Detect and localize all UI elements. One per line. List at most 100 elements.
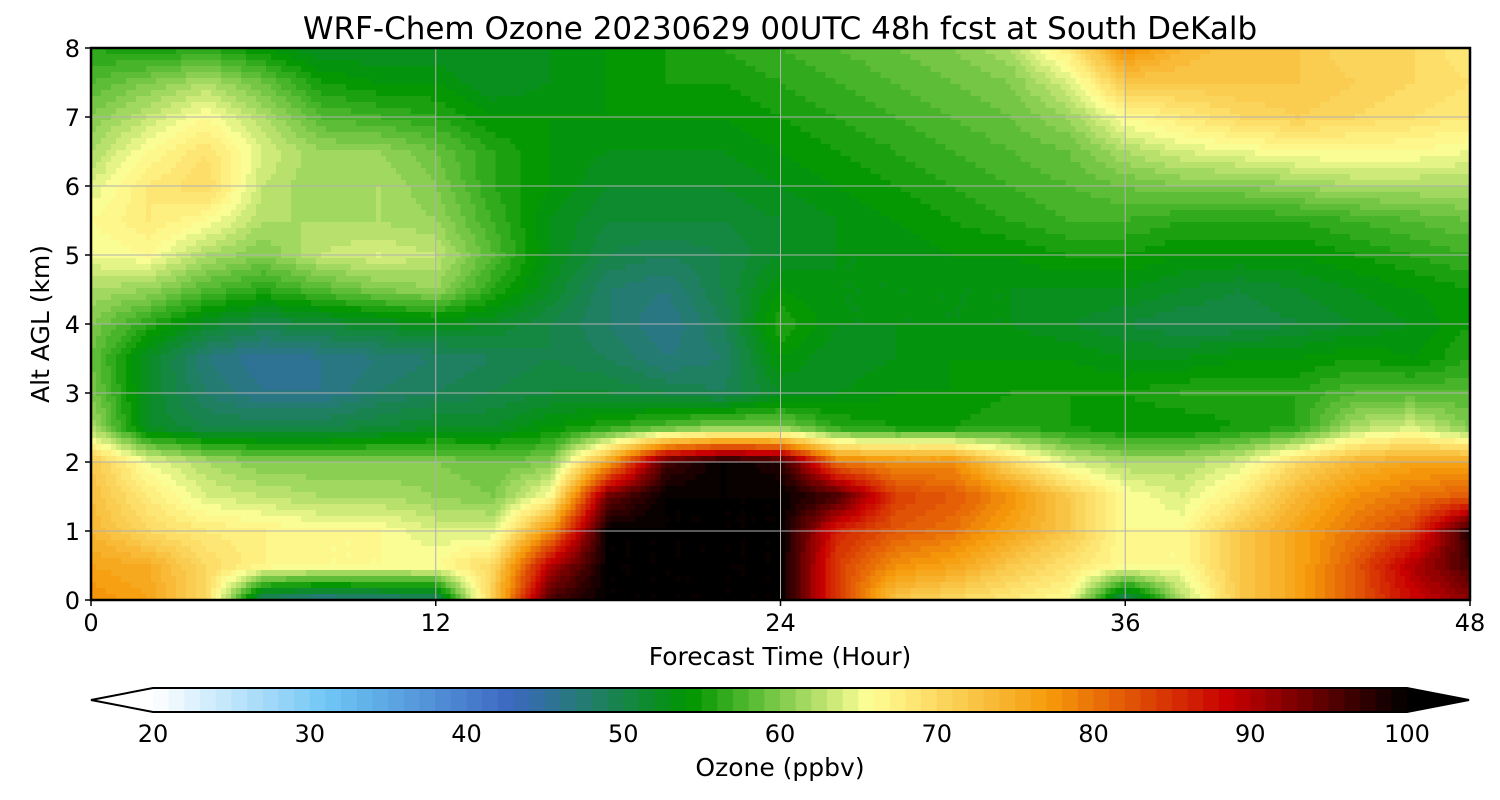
heatmap-cell: [561, 72, 567, 79]
heatmap-cell: [216, 66, 222, 73]
heatmap-cell: [1335, 66, 1341, 73]
heatmap-cell: [786, 60, 792, 67]
heatmap-cell: [1260, 54, 1266, 61]
heatmap-cell: [925, 60, 931, 67]
heatmap-cell: [1090, 54, 1096, 61]
heatmap-cell: [596, 60, 602, 67]
heatmap-cell: [1390, 66, 1396, 73]
heatmap-cell: [596, 72, 602, 79]
heatmap-cell: [441, 54, 447, 61]
heatmap-cell: [251, 66, 257, 73]
heatmap-cell: [945, 66, 951, 73]
heatmap-cell: [451, 54, 457, 61]
heatmap-cell: [880, 60, 886, 67]
heatmap-cell: [1410, 66, 1416, 73]
heatmap-cell: [771, 54, 777, 61]
heatmap-cell: [116, 60, 122, 67]
heatmap-cell: [416, 54, 422, 61]
heatmap-cell: [1070, 66, 1076, 73]
heatmap-cell: [1355, 54, 1361, 61]
heatmap-cell: [601, 54, 607, 61]
heatmap-cell: [341, 72, 347, 79]
heatmap-cell: [151, 66, 157, 73]
heatmap-cell: [541, 54, 547, 61]
heatmap-cell: [166, 54, 172, 61]
heatmap-cell: [176, 66, 182, 73]
heatmap-cell: [306, 72, 312, 79]
heatmap-cell: [1285, 54, 1291, 61]
heatmap-cell: [880, 54, 886, 61]
heatmap-cell: [1440, 54, 1446, 61]
heatmap-cell: [551, 60, 557, 67]
heatmap-cell: [551, 66, 557, 73]
heatmap-cell: [261, 66, 267, 73]
heatmap-cell: [1160, 66, 1166, 73]
heatmap-cell: [616, 72, 622, 79]
heatmap-cell: [131, 78, 137, 85]
heatmap-cell: [441, 72, 447, 79]
heatmap-cell: [790, 72, 796, 79]
heatmap-cell: [186, 72, 192, 79]
heatmap-cell: [1275, 66, 1281, 73]
heatmap-cell: [621, 66, 627, 73]
heatmap-cell: [1355, 60, 1361, 67]
heatmap-cell: [1315, 60, 1321, 67]
heatmap-cell: [870, 60, 876, 67]
heatmap-cell: [581, 66, 587, 73]
heatmap-cell: [781, 66, 787, 73]
heatmap-cell: [1140, 72, 1146, 79]
heatmap-cell: [805, 60, 811, 67]
heatmap-cell: [1300, 54, 1306, 61]
heatmap-cell: [206, 72, 212, 79]
heatmap-cell: [211, 72, 217, 79]
heatmap-cell: [1075, 54, 1081, 61]
heatmap-cell: [531, 60, 537, 67]
heatmap-cell: [156, 78, 162, 85]
heatmap-cell: [845, 66, 851, 73]
heatmap-cell: [531, 72, 537, 79]
heatmap-cell: [1220, 54, 1226, 61]
heatmap-cell: [1455, 66, 1461, 73]
heatmap-cell: [1435, 60, 1441, 67]
heatmap-cell: [341, 66, 347, 73]
heatmap-cell: [516, 60, 522, 67]
heatmap-cell: [746, 60, 752, 67]
heatmap-cell: [491, 54, 497, 61]
heatmap-cell: [296, 78, 302, 85]
heatmap-cell: [1075, 66, 1081, 73]
heatmap-cell: [346, 66, 352, 73]
heatmap-cell: [1360, 66, 1366, 73]
heatmap-cell: [606, 54, 612, 61]
heatmap-cell: [116, 72, 122, 79]
heatmap-cell: [176, 78, 182, 85]
heatmap-cell: [875, 66, 881, 73]
heatmap-cell: [516, 72, 522, 79]
heatmap-cell: [711, 54, 717, 61]
heatmap-cell: [1230, 72, 1236, 79]
heatmap-cell: [501, 66, 507, 73]
heatmap-cell: [970, 60, 976, 67]
heatmap-cell: [960, 66, 966, 73]
heatmap-cell: [196, 72, 202, 79]
heatmap-cell: [1185, 60, 1191, 67]
heatmap-cell: [611, 60, 617, 67]
heatmap-cell: [576, 60, 582, 67]
heatmap-cell: [461, 60, 467, 67]
heatmap-cell: [421, 66, 427, 73]
heatmap-cell: [1350, 72, 1356, 79]
heatmap-cell: [576, 66, 582, 73]
heatmap-cell: [1185, 54, 1191, 61]
heatmap-cell: [506, 60, 512, 67]
heatmap-cell: [331, 72, 337, 79]
heatmap-cell: [845, 60, 851, 67]
heatmap-cell: [1195, 72, 1201, 79]
heatmap-cell: [1160, 60, 1166, 67]
heatmap-cell: [1225, 54, 1231, 61]
heatmap-cell: [1345, 54, 1351, 61]
heatmap-cell: [406, 60, 412, 67]
heatmap-cell: [1135, 54, 1141, 61]
heatmap-cell: [940, 66, 946, 73]
heatmap-cell: [825, 66, 831, 73]
heatmap-cell: [1155, 72, 1161, 79]
heatmap-cell: [1105, 72, 1111, 79]
